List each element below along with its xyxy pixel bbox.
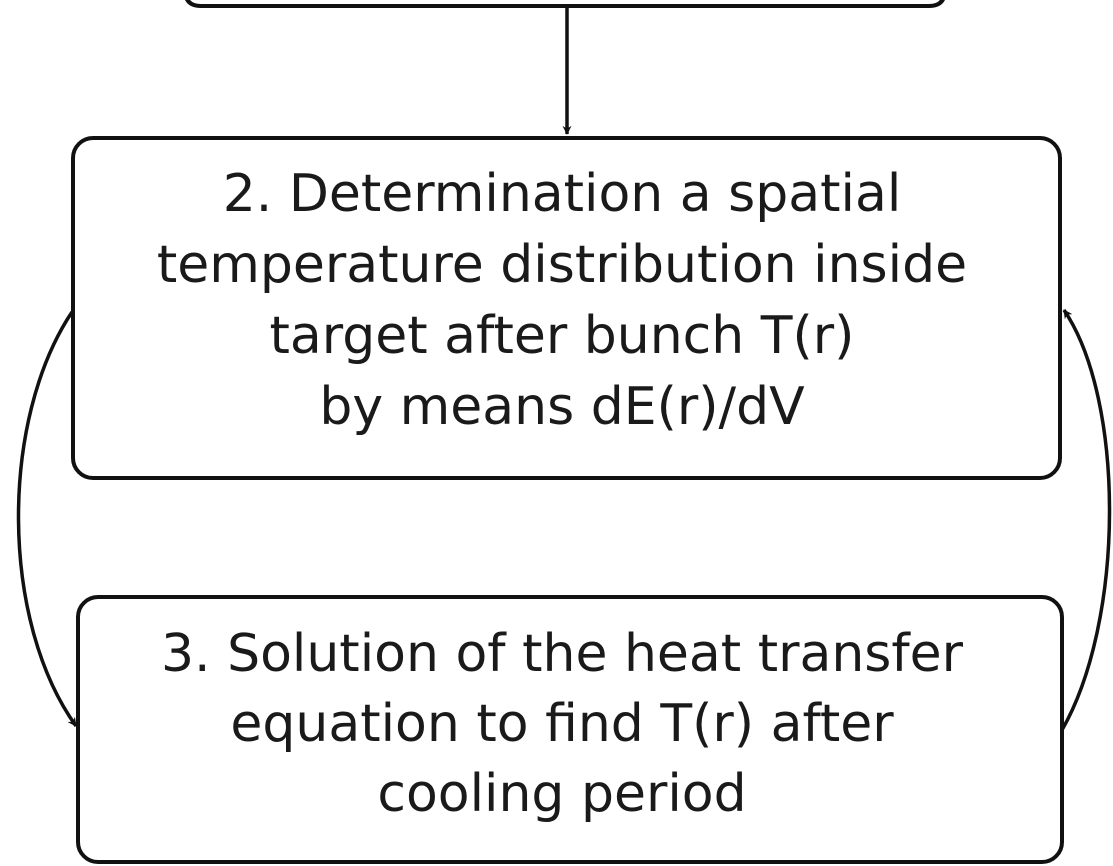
arrow-right-loop (1060, 309, 1112, 731)
node-label: cooling period (377, 764, 746, 824)
node-label: temperature distribution inside (157, 235, 967, 295)
node-label: target after bunch T(r) (270, 306, 855, 366)
arrow-left-loop (16, 311, 78, 728)
labels: 2. Determination a spatial temperature di… (157, 164, 967, 824)
node-label: 2. Determination a spatial (223, 164, 902, 224)
box-1-partial (185, 0, 945, 8)
node-label: by means dE(r)/dV (319, 377, 805, 437)
node-label: equation to find T(r) after (230, 694, 894, 754)
box-2 (71, 136, 1062, 480)
node-label: 3. Solution of the heat transfer (161, 624, 964, 684)
